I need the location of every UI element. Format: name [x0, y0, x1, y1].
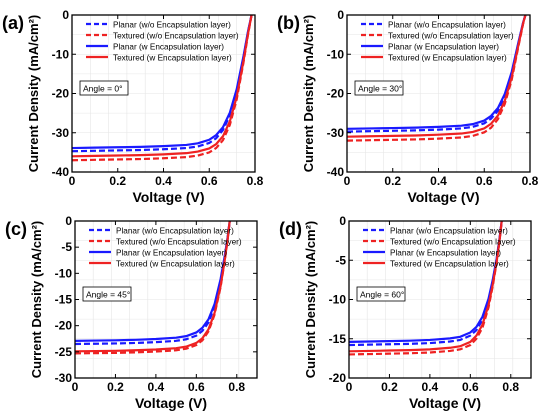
panel-label: (a)	[2, 13, 24, 33]
legend-entry: Textured (w/o Encapsulation layer)	[388, 32, 514, 41]
legend-entry: Planar (w Encapsulation layer)	[116, 249, 227, 258]
series-curve-4	[75, 221, 231, 353]
angle-box	[82, 286, 132, 302]
panel-label: (d)	[279, 219, 302, 239]
legend-entry: Planar (w/o Encapsulation layer)	[116, 227, 234, 236]
angle-annotation: Angle = 30°	[358, 84, 402, 94]
x-axis-label: Voltage (V)	[407, 189, 479, 205]
legend-entry: Planar (w Encapsulation layer)	[113, 43, 224, 52]
chart-panel-4: 0 0.2 0.4 0.6 0.8 -20 -15 -10 -5 0 Voltage (V) Curr…	[279, 214, 532, 411]
x-tick-label: 0.6	[476, 174, 493, 188]
x-tick-label: 0.4	[430, 174, 447, 188]
x-tick-label: 0.2	[381, 380, 398, 394]
x-tick-label: 0	[346, 380, 353, 394]
x-tick-label: 0.2	[107, 380, 124, 394]
y-tick-label: 0	[339, 214, 346, 228]
y-tick-label: -30	[52, 126, 70, 140]
y-tick-label: -20	[55, 319, 73, 333]
x-tick-label: 0.6	[462, 380, 479, 394]
y-tick-label: -15	[329, 332, 347, 346]
angle-annotation: Angle = 45°	[86, 290, 130, 300]
legend-entry: Textured (w Encapsulation layer)	[116, 260, 235, 269]
series-curve-4	[72, 15, 253, 158]
x-axis-label: Voltage (V)	[132, 189, 204, 205]
x-tick-label: 0.8	[522, 174, 539, 188]
x-tick-label: 0.2	[384, 174, 401, 188]
series-curve-4	[349, 221, 503, 353]
x-tick-label: 0.8	[502, 380, 519, 394]
x-tick-label: 0.8	[228, 380, 245, 394]
series-curve-4	[347, 15, 527, 138]
y-tick-label: -10	[329, 293, 347, 307]
series-curve-2	[75, 221, 231, 355]
y-axis-label: Current Density (mA/cm²)	[29, 221, 44, 378]
angle-box	[356, 286, 406, 302]
y-tick-label: 0	[337, 8, 344, 22]
y-tick-label: -5	[335, 253, 346, 267]
panel-label: (b)	[277, 13, 300, 33]
x-tick-label: 0	[72, 380, 79, 394]
legend-entry: Planar (w/o Encapsulation layer)	[390, 227, 508, 236]
y-tick-label: -30	[327, 126, 345, 140]
y-tick-label: -10	[55, 266, 73, 280]
y-tick-label: -40	[52, 165, 70, 179]
y-tick-label: -15	[55, 293, 73, 307]
x-tick-label: 0.4	[155, 174, 172, 188]
x-tick-label: 0.2	[109, 174, 126, 188]
legend-entry: Textured (w Encapsulation layer)	[390, 260, 509, 269]
series-curve-1	[75, 221, 231, 346]
legend-entry: Textured (w/o Encapsulation layer)	[390, 238, 516, 247]
legend-entry: Textured (w/o Encapsulation layer)	[116, 238, 242, 247]
series-curve-1	[349, 221, 503, 347]
y-axis-label: Current Density (mA/cm²)	[301, 15, 316, 172]
legend-entry: Planar (w/o Encapsulation layer)	[388, 21, 506, 30]
legend-entry: Textured (w Encapsulation layer)	[113, 54, 232, 63]
y-tick-label: -40	[327, 165, 345, 179]
y-tick-label: -5	[61, 240, 72, 254]
x-axis-label: Voltage (V)	[409, 395, 481, 411]
angle-annotation: Angle = 0°	[83, 84, 123, 94]
chart-panel-2: 0 0.2 0.4 0.6 0.8 -40 -30 -20 -10 0 Voltage (V) Cur…	[277, 8, 539, 205]
x-axis-label: Voltage (V)	[135, 395, 207, 411]
angle-box	[79, 80, 129, 96]
y-tick-label: -20	[52, 87, 70, 101]
y-tick-label: -10	[52, 47, 70, 61]
x-tick-label: 0	[344, 174, 351, 188]
x-tick-label: 0	[69, 174, 76, 188]
y-tick-label: -20	[329, 371, 347, 385]
chart-panel-1: 0 0.2 0.4 0.6 0.8 -40 -30 -20 -10 0 Voltage (V) Cur…	[2, 8, 264, 205]
chart-panel-3: 0 0.2 0.4 0.6 0.8 -30 -25 -20 -15 -10 -5 0 Voltage (…	[5, 214, 258, 411]
y-axis-label: Current Density (mA/cm²)	[303, 221, 318, 378]
x-tick-label: 0.8	[247, 174, 264, 188]
y-tick-label: -30	[55, 371, 73, 385]
x-tick-label: 0.6	[201, 174, 218, 188]
x-tick-label: 0.6	[188, 380, 205, 394]
y-tick-label: -25	[55, 345, 73, 359]
x-tick-label: 0.4	[422, 380, 439, 394]
legend-entry: Planar (w Encapsulation layer)	[388, 43, 499, 52]
legend-entry: Planar (w Encapsulation layer)	[390, 249, 501, 258]
y-tick-label: -20	[327, 87, 345, 101]
y-tick-label: -10	[327, 47, 345, 61]
y-tick-label: 0	[65, 214, 72, 228]
legend-entry: Textured (w Encapsulation layer)	[388, 54, 507, 63]
legend-entry: Textured (w/o Encapsulation layer)	[113, 32, 239, 41]
angle-box	[354, 80, 404, 96]
y-tick-label: 0	[62, 8, 69, 22]
panel-label: (c)	[5, 219, 27, 239]
legend-entry: Planar (w/o Encapsulation layer)	[113, 21, 231, 30]
series-curve-2	[72, 15, 253, 162]
angle-annotation: Angle = 60°	[360, 290, 404, 300]
x-tick-label: 0.4	[148, 380, 165, 394]
y-axis-label: Current Density (mA/cm²)	[26, 15, 41, 172]
